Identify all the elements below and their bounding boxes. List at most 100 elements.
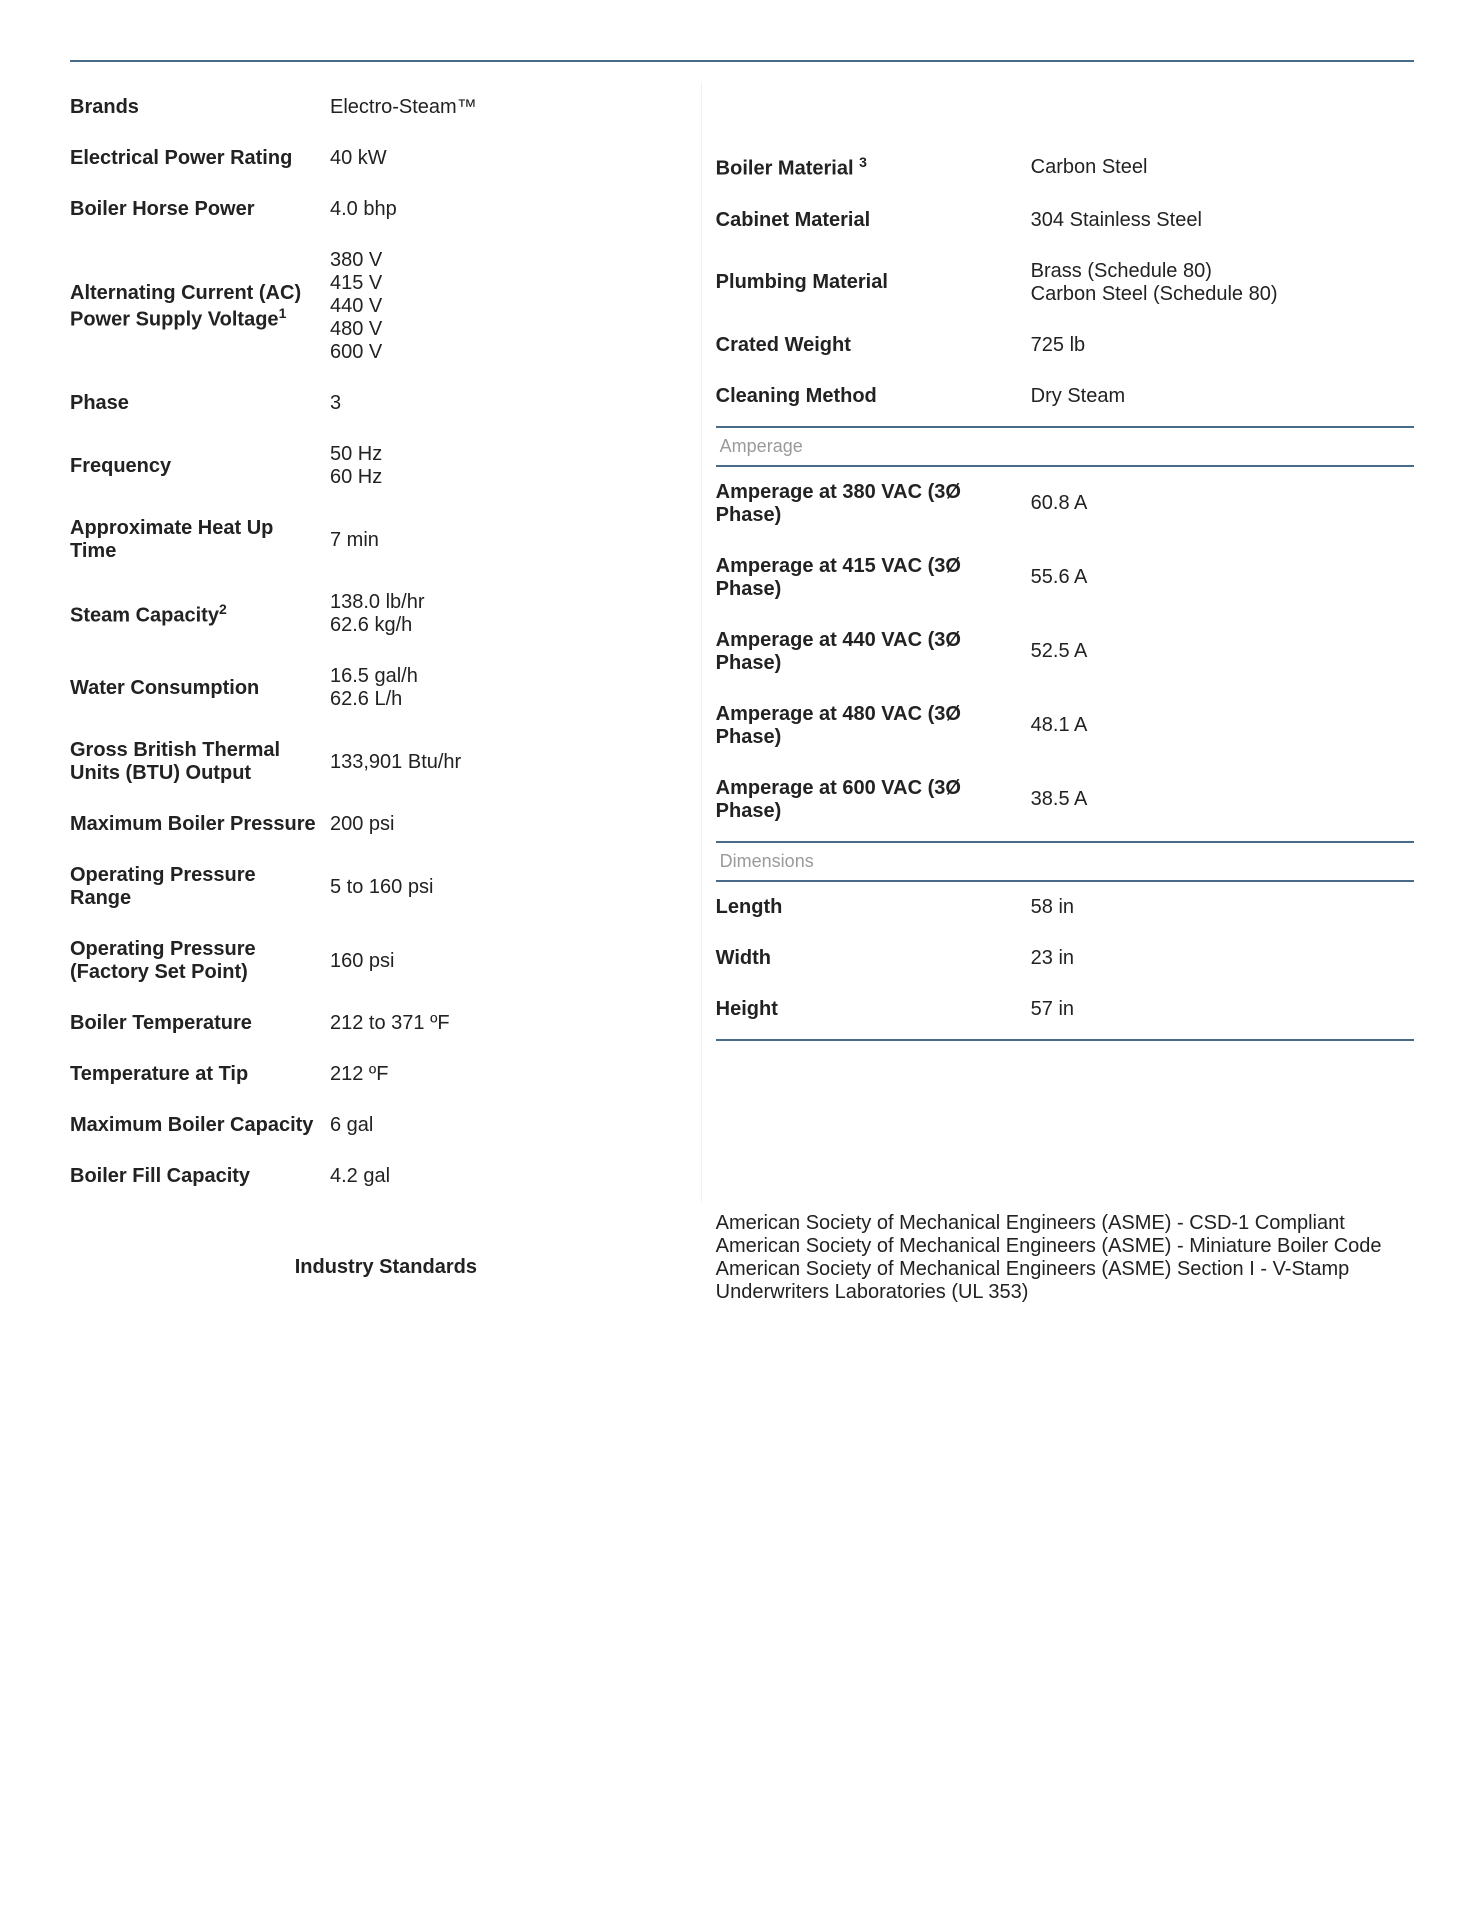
- label-amp-440: Amperage at 440 VAC (3Ø Phase): [716, 629, 1031, 675]
- dimensions-end-rule: [716, 1039, 1414, 1041]
- row-crated-weight: Crated Weight 725 lb: [716, 320, 1414, 371]
- label-ac-supply-voltage-text: Alternating Current (AC) Power Supply Vo…: [70, 282, 301, 331]
- row-amp-480: Amperage at 480 VAC (3Ø Phase) 48.1 A: [716, 689, 1414, 763]
- label-btu-output: Gross British Thermal Units (BTU) Output: [70, 739, 330, 785]
- label-brands: Brands: [70, 96, 330, 119]
- label-temperature-at-tip: Temperature at Tip: [70, 1063, 330, 1086]
- row-height: Height 57 in: [716, 984, 1414, 1035]
- top-rule: [70, 60, 1414, 62]
- label-phase: Phase: [70, 392, 330, 415]
- label-cabinet-material: Cabinet Material: [716, 209, 1031, 232]
- row-frequency: Frequency 50 Hz60 Hz: [70, 429, 695, 503]
- value-btu-output: 133,901 Btu/hr: [330, 751, 695, 774]
- label-boiler-horse-power: Boiler Horse Power: [70, 198, 330, 221]
- row-heat-up-time: Approximate Heat Up Time 7 min: [70, 503, 695, 577]
- value-max-boiler-pressure: 200 psi: [330, 813, 695, 836]
- left-column: Brands Electro-Steam™ Electrical Power R…: [70, 82, 702, 1202]
- value-max-boiler-capacity: 6 gal: [330, 1114, 695, 1137]
- value-water-consumption: 16.5 gal/h62.6 L/h: [330, 665, 695, 711]
- value-amp-415: 55.6 A: [1031, 566, 1414, 589]
- row-length: Length 58 in: [716, 882, 1414, 933]
- footnote-1: 1: [279, 305, 287, 321]
- row-cleaning-method: Cleaning Method Dry Steam: [716, 371, 1414, 422]
- label-boiler-fill-capacity: Boiler Fill Capacity: [70, 1165, 330, 1188]
- row-brands: Brands Electro-Steam™: [70, 82, 695, 133]
- row-operating-pressure-factory: Operating Pressure (Factory Set Point) 1…: [70, 924, 695, 998]
- row-boiler-horse-power: Boiler Horse Power 4.0 bhp: [70, 184, 695, 235]
- label-boiler-material: Boiler Material 3: [716, 154, 1031, 181]
- value-brands: Electro-Steam™: [330, 96, 695, 119]
- value-plumbing-material: Brass (Schedule 80)Carbon Steel (Schedul…: [1031, 260, 1414, 306]
- row-phase: Phase 3: [70, 378, 695, 429]
- value-operating-pressure-range: 5 to 160 psi: [330, 876, 695, 899]
- row-ac-supply-voltage: Alternating Current (AC) Power Supply Vo…: [70, 235, 695, 378]
- value-ac-supply-voltage: 380 V415 V440 V480 V600 V: [330, 249, 695, 364]
- value-temperature-at-tip: 212 ºF: [330, 1063, 695, 1086]
- label-amp-415: Amperage at 415 VAC (3Ø Phase): [716, 555, 1031, 601]
- value-operating-pressure-factory: 160 psi: [330, 950, 695, 973]
- footnote-2: 2: [219, 601, 227, 617]
- value-industry-standards: American Society of Mechanical Engineers…: [702, 1212, 1414, 1304]
- value-boiler-temperature: 212 to 371 ºF: [330, 1012, 695, 1035]
- label-width: Width: [716, 947, 1031, 970]
- row-industry-standards: Industry Standards American Society of M…: [70, 1212, 1414, 1304]
- label-boiler-temperature: Boiler Temperature: [70, 1012, 330, 1035]
- value-crated-weight: 725 lb: [1031, 334, 1414, 357]
- row-cabinet-material: Cabinet Material 304 Stainless Steel: [716, 195, 1414, 246]
- label-max-boiler-capacity: Maximum Boiler Capacity: [70, 1114, 330, 1137]
- value-amp-600: 38.5 A: [1031, 788, 1414, 811]
- label-heat-up-time: Approximate Heat Up Time: [70, 517, 330, 563]
- value-amp-440: 52.5 A: [1031, 640, 1414, 663]
- value-steam-capacity: 138.0 lb/hr62.6 kg/h: [330, 591, 695, 637]
- label-ac-supply-voltage: Alternating Current (AC) Power Supply Vo…: [70, 282, 330, 332]
- right-column: Boiler Material 3 Carbon Steel Cabinet M…: [702, 82, 1414, 1202]
- label-amp-600: Amperage at 600 VAC (3Ø Phase): [716, 777, 1031, 823]
- value-boiler-material: Carbon Steel: [1031, 156, 1414, 179]
- section-amperage: Amperage: [716, 426, 1414, 467]
- value-frequency: 50 Hz60 Hz: [330, 443, 695, 489]
- row-electrical-power-rating: Electrical Power Rating 40 kW: [70, 133, 695, 184]
- section-dimensions: Dimensions: [716, 841, 1414, 882]
- label-electrical-power-rating: Electrical Power Rating: [70, 147, 330, 170]
- value-electrical-power-rating: 40 kW: [330, 147, 695, 170]
- row-operating-pressure-range: Operating Pressure Range 5 to 160 psi: [70, 850, 695, 924]
- label-height: Height: [716, 998, 1031, 1021]
- value-cabinet-material: 304 Stainless Steel: [1031, 209, 1414, 232]
- row-btu-output: Gross British Thermal Units (BTU) Output…: [70, 725, 695, 799]
- label-cleaning-method: Cleaning Method: [716, 385, 1031, 408]
- label-plumbing-material: Plumbing Material: [716, 271, 1031, 294]
- label-steam-capacity-text: Steam Capacity: [70, 604, 219, 626]
- row-steam-capacity: Steam Capacity2 138.0 lb/hr62.6 kg/h: [70, 577, 695, 651]
- value-length: 58 in: [1031, 896, 1414, 919]
- value-cleaning-method: Dry Steam: [1031, 385, 1414, 408]
- row-water-consumption: Water Consumption 16.5 gal/h62.6 L/h: [70, 651, 695, 725]
- label-frequency: Frequency: [70, 455, 330, 478]
- label-boiler-material-text: Boiler Material: [716, 158, 859, 180]
- row-amp-415: Amperage at 415 VAC (3Ø Phase) 55.6 A: [716, 541, 1414, 615]
- value-boiler-fill-capacity: 4.2 gal: [330, 1165, 695, 1188]
- label-operating-pressure-factory: Operating Pressure (Factory Set Point): [70, 938, 330, 984]
- value-heat-up-time: 7 min: [330, 529, 695, 552]
- value-boiler-horse-power: 4.0 bhp: [330, 198, 695, 221]
- row-width: Width 23 in: [716, 933, 1414, 984]
- value-amp-480: 48.1 A: [1031, 714, 1414, 737]
- row-plumbing-material: Plumbing Material Brass (Schedule 80)Car…: [716, 246, 1414, 320]
- label-length: Length: [716, 896, 1031, 919]
- row-amp-600: Amperage at 600 VAC (3Ø Phase) 38.5 A: [716, 763, 1414, 837]
- value-height: 57 in: [1031, 998, 1414, 1021]
- label-water-consumption: Water Consumption: [70, 677, 330, 700]
- label-amp-480: Amperage at 480 VAC (3Ø Phase): [716, 703, 1031, 749]
- spec-columns: Brands Electro-Steam™ Electrical Power R…: [70, 82, 1414, 1202]
- label-steam-capacity: Steam Capacity2: [70, 601, 330, 628]
- row-max-boiler-capacity: Maximum Boiler Capacity 6 gal: [70, 1100, 695, 1151]
- row-amp-380: Amperage at 380 VAC (3Ø Phase) 60.8 A: [716, 467, 1414, 541]
- value-width: 23 in: [1031, 947, 1414, 970]
- value-amp-380: 60.8 A: [1031, 492, 1414, 515]
- row-amp-440: Amperage at 440 VAC (3Ø Phase) 52.5 A: [716, 615, 1414, 689]
- footnote-3: 3: [859, 154, 867, 170]
- label-crated-weight: Crated Weight: [716, 334, 1031, 357]
- value-phase: 3: [330, 392, 695, 415]
- row-max-boiler-pressure: Maximum Boiler Pressure 200 psi: [70, 799, 695, 850]
- label-industry-standards: Industry Standards: [70, 1212, 702, 1279]
- row-temperature-at-tip: Temperature at Tip 212 ºF: [70, 1049, 695, 1100]
